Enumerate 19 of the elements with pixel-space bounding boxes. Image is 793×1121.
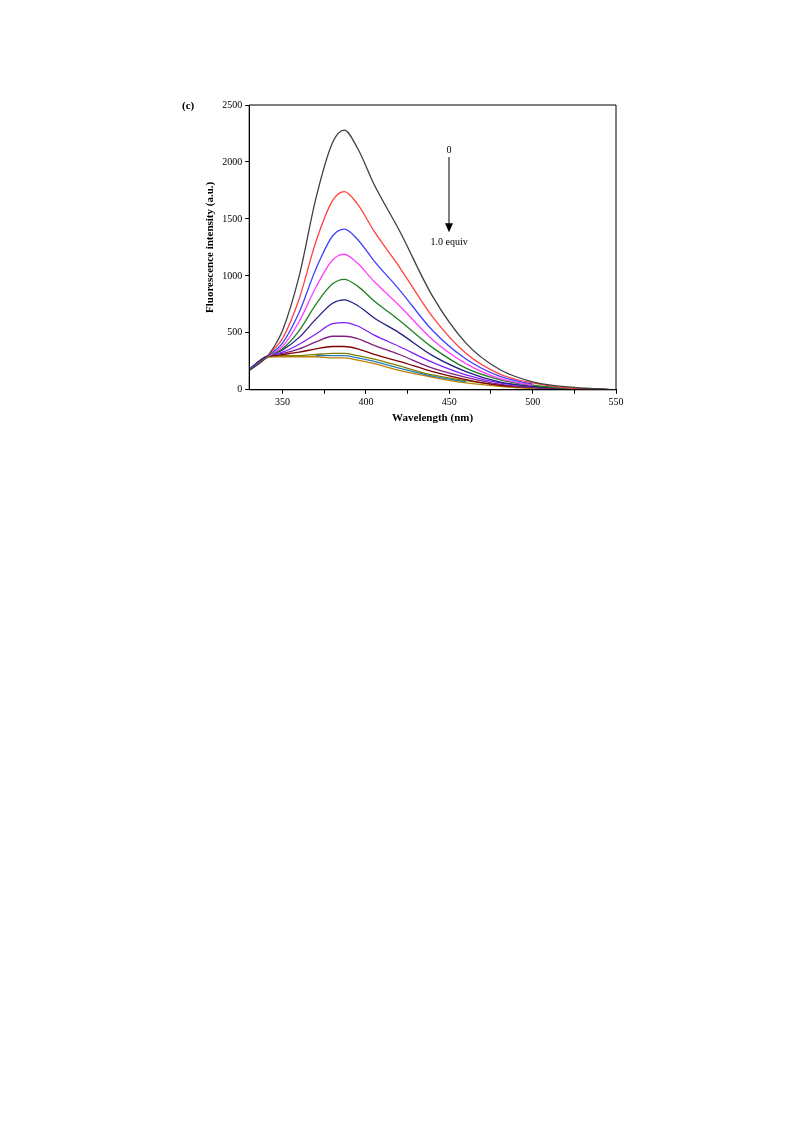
x-tick-label: 500 [525,396,541,408]
y-tick-label: 1000 [222,269,243,281]
line-series [265,253,534,386]
annotation: 0 [446,144,452,156]
y-tick-label: 1500 [222,212,243,224]
line-series [249,228,534,385]
annotation: 1.0 equiv [430,235,468,247]
y-tick-label: 0 [237,383,243,395]
y-tick-label: 2000 [222,155,243,167]
y-axis-title: Fluorescence intensity (a.u.) [203,181,217,313]
y-tick-label: 2500 [222,98,243,110]
x-tick-label: 450 [441,396,457,408]
chart-title: (c) [182,99,195,112]
x-tick-label: 550 [608,396,624,408]
x-tick-label: 400 [358,396,374,408]
x-axis-title: Wavelength (nm) [392,411,474,425]
y-tick-label: 500 [227,326,243,338]
x-tick-label: 350 [275,396,291,408]
line-series [315,354,467,383]
